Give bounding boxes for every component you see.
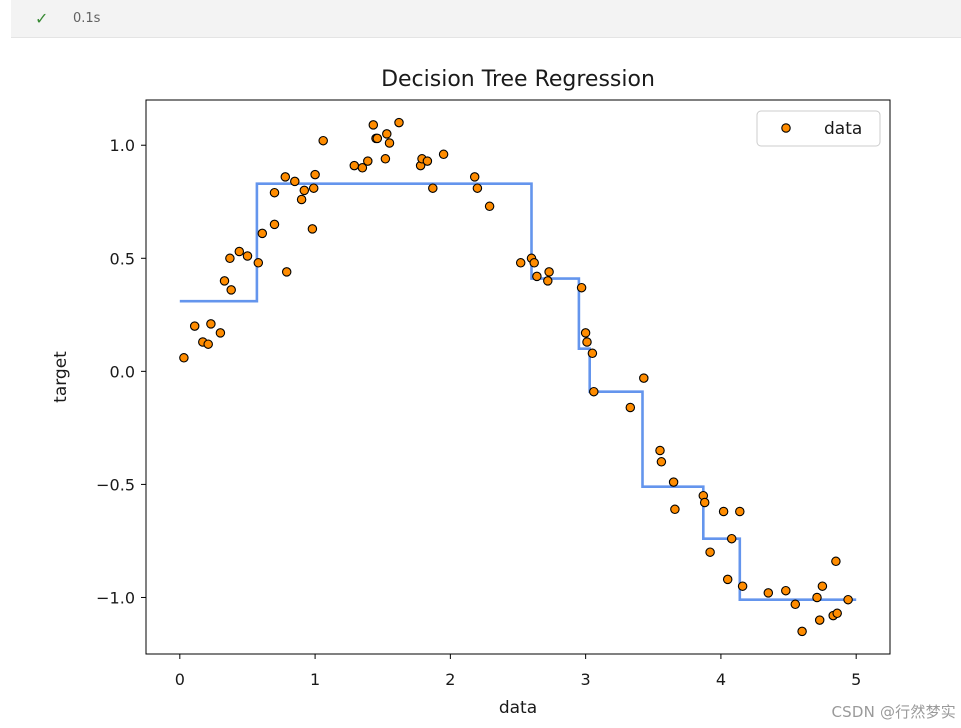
y-tick-label: 0.5 <box>110 249 135 268</box>
prediction-line <box>179 182 857 602</box>
data-point <box>318 135 328 146</box>
data-point <box>831 556 841 567</box>
plot-content <box>179 117 857 637</box>
data-point <box>529 258 539 268</box>
data-point <box>253 258 264 268</box>
data-point <box>280 172 291 182</box>
data-point <box>189 321 200 331</box>
data-point <box>781 585 791 596</box>
data-point <box>797 626 807 637</box>
x-tick-label: 3 <box>581 670 591 689</box>
y-tick-label: −0.5 <box>96 475 135 494</box>
data-point <box>790 599 801 610</box>
data-point <box>428 183 438 193</box>
data-point <box>242 251 253 261</box>
data-point <box>587 348 598 359</box>
data-point <box>817 581 828 591</box>
data-point <box>394 117 404 128</box>
data-point <box>515 258 526 268</box>
legend-marker <box>781 123 791 133</box>
data-point <box>269 187 280 198</box>
data-point <box>372 133 383 144</box>
data-point <box>203 339 213 349</box>
data-point <box>380 154 391 164</box>
data-point <box>299 185 310 196</box>
check-icon: ✓ <box>35 9 49 28</box>
data-point <box>257 228 268 239</box>
data-point <box>226 285 236 295</box>
watermark: CSDN @行然梦实 <box>831 703 956 721</box>
data-point <box>307 224 318 234</box>
data-point <box>308 183 319 193</box>
data-point <box>206 319 216 329</box>
data-point <box>589 386 599 397</box>
data-point <box>215 328 226 338</box>
axis-layer: 0 1 2 3 4 5 1.0 0.5 0.0 −0.5 −1.0 <box>96 136 861 689</box>
data-point <box>735 506 745 517</box>
data-point <box>722 574 733 585</box>
x-tick-label: 5 <box>851 670 861 689</box>
data-point <box>269 219 280 230</box>
data-point <box>368 120 379 130</box>
data-point <box>469 172 480 182</box>
data-point <box>234 246 245 257</box>
data-point <box>832 608 842 619</box>
y-tick-label: 0.0 <box>110 362 135 381</box>
data-point <box>814 615 825 625</box>
execution-time: 0.1s <box>73 11 101 26</box>
chart-title: Decision Tree Regression <box>381 67 655 92</box>
x-tick-label: 2 <box>445 670 455 689</box>
plot-frame <box>145 99 891 655</box>
legend: data <box>756 110 881 147</box>
data-point <box>472 183 483 193</box>
data-point <box>576 282 587 293</box>
data-point <box>225 253 235 264</box>
data-point <box>382 129 392 139</box>
data-point <box>281 267 292 277</box>
data-point <box>625 402 636 413</box>
data-point <box>726 533 737 544</box>
cell-status-bar: ✓ 0.1s <box>11 0 961 38</box>
data-point <box>290 176 300 187</box>
data-point <box>384 138 395 148</box>
data-point <box>532 271 542 282</box>
data-point <box>763 588 774 598</box>
data-point <box>718 506 729 517</box>
data-point <box>544 267 554 277</box>
data-point <box>363 156 373 166</box>
data-point <box>668 477 679 487</box>
data-point <box>422 156 433 166</box>
data-point <box>580 328 591 338</box>
y-tick-label: 1.0 <box>110 136 135 155</box>
data-point <box>543 276 553 286</box>
legend-box <box>756 110 881 147</box>
data-point <box>639 373 649 383</box>
data-point <box>438 149 449 160</box>
data-point <box>705 547 715 557</box>
data-point <box>812 592 822 603</box>
data-point <box>699 497 710 508</box>
x-tick-label: 1 <box>310 670 320 689</box>
legend-label: data <box>824 119 862 139</box>
y-tick-label: −1.0 <box>96 588 135 607</box>
data-point <box>296 194 307 205</box>
data-point <box>219 276 230 286</box>
data-point <box>655 445 665 456</box>
x-tick-label: 4 <box>716 670 726 689</box>
x-axis-label: data <box>499 698 537 718</box>
data-point <box>357 163 368 173</box>
data-point <box>656 457 667 467</box>
data-point <box>737 581 748 591</box>
data-point <box>484 201 495 212</box>
data-point <box>310 169 320 180</box>
x-tick-label: 0 <box>175 670 185 689</box>
data-point <box>179 353 189 363</box>
data-point <box>670 504 680 515</box>
data-point <box>582 337 592 347</box>
data-point <box>349 160 360 171</box>
data-point <box>843 594 853 605</box>
y-axis-label: target <box>51 351 71 403</box>
